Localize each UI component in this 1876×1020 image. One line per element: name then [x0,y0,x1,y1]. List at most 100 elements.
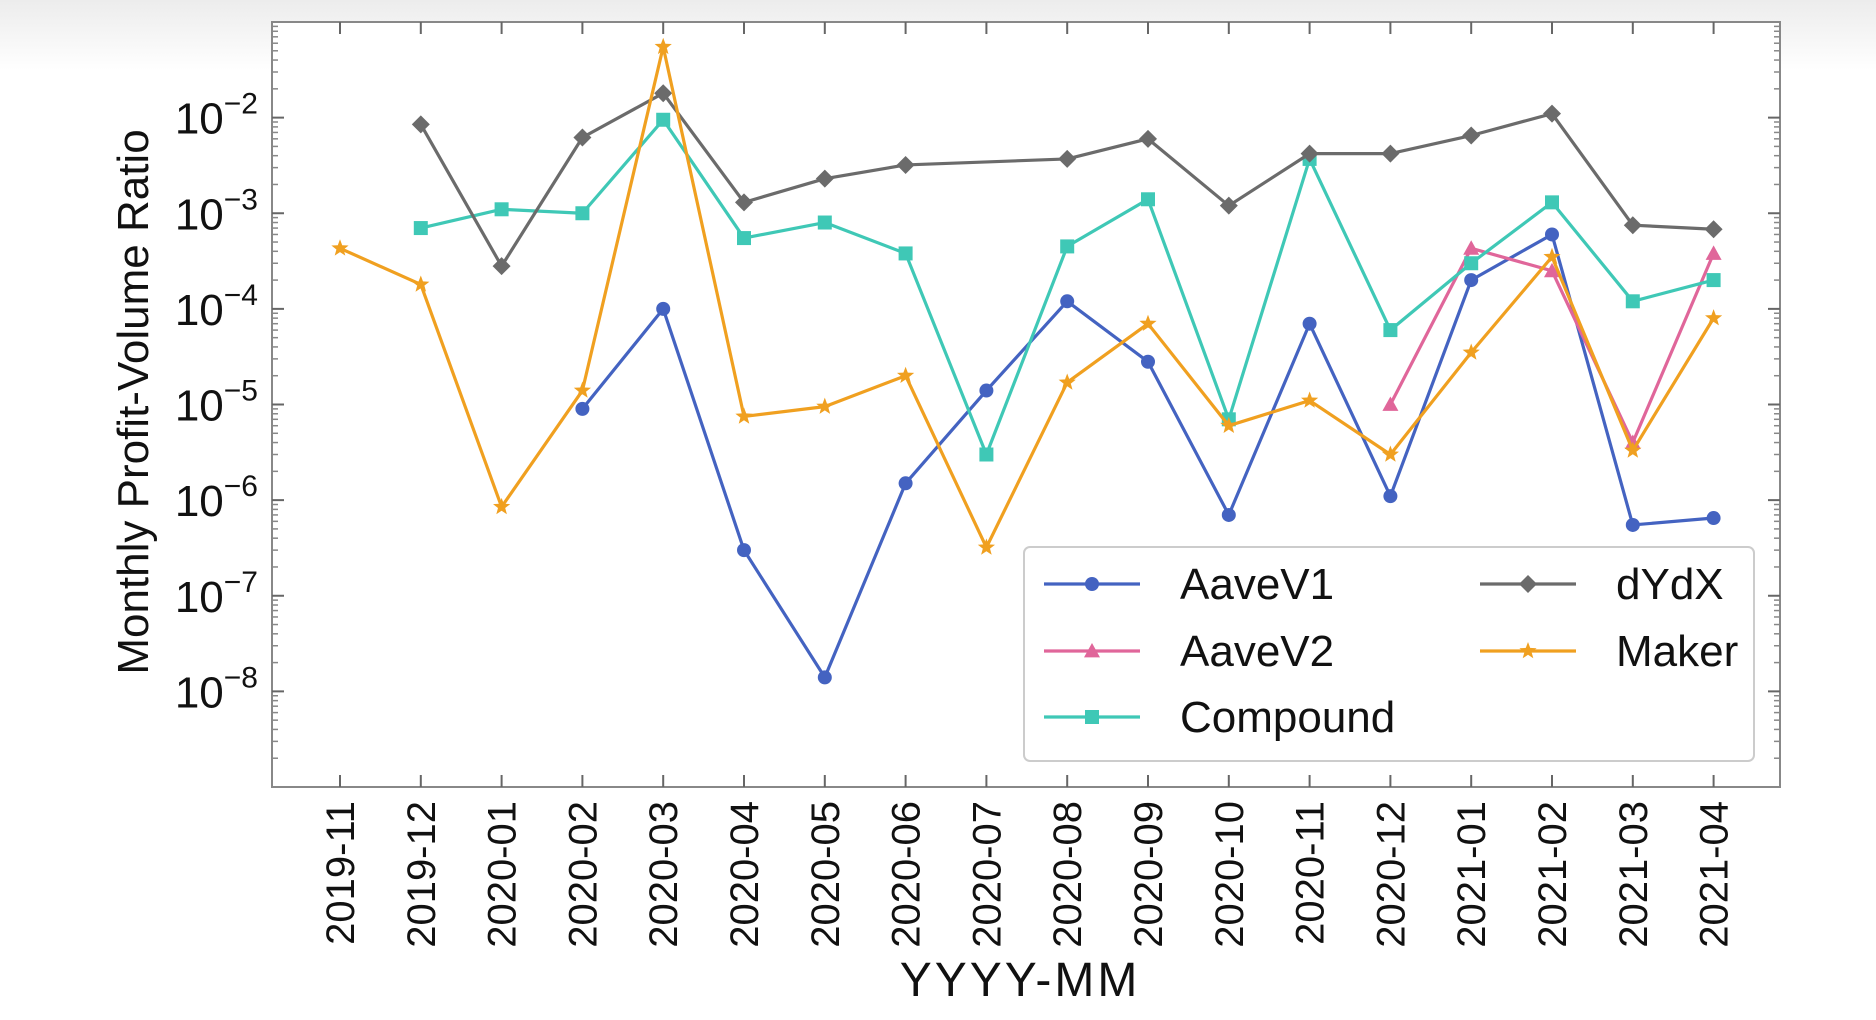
legend-marker [1519,575,1537,593]
data-point-Compound [1545,195,1559,210]
data-point-Maker [1220,416,1238,433]
legend-box [1023,546,1755,762]
data-point-Compound [898,246,913,261]
x-tick-label: 2020-11 [1289,801,1333,945]
legend-item-dYdX: dYdX [1480,560,1724,609]
data-point-Maker [1705,309,1723,326]
data-point-dYdX [1300,144,1319,163]
data-point-Compound [737,231,751,246]
x-tick-label: 2019-11 [319,801,363,945]
series-dYdX [411,84,1723,276]
data-point-AaveV1 [656,301,671,316]
legend-item-AaveV2: AaveV2 [1044,627,1334,676]
x-tick-label: 2020-05 [804,801,848,948]
x-tick-label: 2020-03 [642,801,686,948]
data-point-AaveV1 [898,476,913,491]
legend-label: Maker [1616,627,1738,676]
data-point-Maker [1139,314,1157,331]
data-point-Maker [1624,441,1642,458]
data-point-AaveV1 [1383,489,1398,504]
series-layer [331,37,1723,685]
data-point-Compound [1141,192,1155,207]
legend-label: AaveV2 [1180,627,1334,676]
legend: AaveV1 AaveV2 Compound dYdX Maker [1023,546,1755,762]
series-Maker [331,37,1723,555]
data-point-AaveV1 [1060,294,1075,309]
x-tick-label: 2021-02 [1531,801,1575,948]
data-point-Maker [1462,343,1480,360]
legend-label: Compound [1180,693,1395,742]
data-point-AaveV1 [1545,227,1559,242]
data-point-dYdX [815,169,834,188]
y-tick-label: 10−2 [175,88,258,144]
x-tick-label: 2020-10 [1208,801,1252,948]
y-axis-label: Monthly Profit-Volume Ratio [109,129,158,674]
data-point-Maker [977,538,995,555]
series-line-dYdX [419,91,1714,268]
data-point-dYdX [654,84,673,103]
data-point-AaveV1 [1141,354,1155,369]
legend-item-Maker: Maker [1480,627,1738,676]
x-tick-label: 2021-03 [1612,801,1656,948]
x-tick-label: 2021-01 [1450,801,1494,948]
data-point-dYdX [1704,220,1723,239]
data-point-AaveV2 [1382,396,1399,411]
data-point-dYdX [735,193,753,212]
data-point-Compound [1625,294,1640,309]
data-point-Maker [1058,373,1076,390]
x-tick-label: 2020-12 [1369,801,1413,948]
data-point-dYdX [896,155,915,174]
data-point-AaveV1 [1706,511,1721,526]
x-axis-label: YYYY-MM [900,954,1141,1007]
x-tick-label: 2020-04 [723,801,767,948]
data-point-dYdX [1139,129,1157,148]
legend-marker [1085,710,1099,724]
x-tick-label: 2020-02 [561,801,605,948]
data-point-Maker [1301,391,1319,408]
data-point-dYdX [573,128,592,147]
series-Compound [413,112,1721,462]
data-point-AaveV1 [575,401,590,416]
data-point-dYdX [1058,149,1077,168]
data-point-Compound [494,202,509,217]
legend-marker [1084,643,1100,658]
series-line-Maker [339,45,1715,550]
y-axis: 10−8 10−7 10−6 10−5 10−4 10−3 10−2 [175,25,1780,759]
data-point-Compound [979,447,994,462]
data-point-Maker [493,497,511,515]
data-point-Maker [735,407,753,424]
data-point-Maker [573,381,591,398]
data-point-Maker [412,275,430,292]
x-tick-label: 2020-09 [1127,801,1171,948]
data-point-AaveV1 [1221,507,1236,522]
data-point-AaveV2 [1463,240,1480,255]
x-tick-label: 2020-07 [965,801,1009,948]
data-point-AaveV1 [1625,517,1640,532]
data-point-AaveV2 [1705,245,1722,260]
series-AaveV2 [1382,240,1722,449]
data-point-Compound [656,112,671,127]
data-point-dYdX [492,257,511,276]
data-point-AaveV1 [1302,316,1317,331]
data-point-Maker [654,37,672,55]
y-tick-label: 10−5 [175,375,258,431]
data-point-Compound [575,206,590,221]
x-tick-label: 2020-01 [481,801,525,948]
data-point-Maker [1381,445,1399,462]
x-axis: 2019-11 2019-12 2020-01 2020-02 2020-03 2020-… [319,22,1737,948]
data-point-Maker [1543,247,1561,265]
y-tick-label: 10−7 [175,566,258,622]
y-tick-label: 10−6 [175,470,258,526]
x-tick-label: 2020-06 [885,801,929,948]
data-point-Maker [897,366,915,383]
y-tick-label: 10−3 [175,183,258,239]
data-point-dYdX [1462,126,1481,145]
legend-label: dYdX [1616,560,1724,609]
data-point-Maker [816,397,834,414]
y-tick-label: 10−8 [175,661,258,717]
data-point-AaveV1 [1464,273,1479,288]
legend-item-AaveV1: AaveV1 [1044,560,1334,609]
data-point-dYdX [1219,196,1238,215]
legend-marker [1085,577,1099,591]
